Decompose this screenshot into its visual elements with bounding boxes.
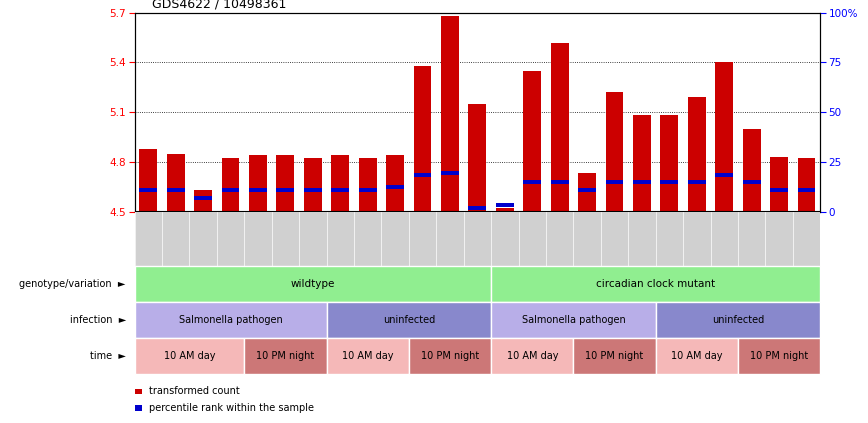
Text: 10 PM night: 10 PM night xyxy=(421,352,479,361)
Text: time  ►: time ► xyxy=(90,352,126,361)
Bar xyxy=(798,159,815,212)
Bar xyxy=(523,180,541,184)
Text: genotype/variation  ►: genotype/variation ► xyxy=(19,280,126,289)
Bar xyxy=(332,155,349,212)
Text: 10 AM day: 10 AM day xyxy=(164,352,215,361)
Text: uninfected: uninfected xyxy=(712,316,764,325)
Bar xyxy=(304,159,322,212)
Text: 10 PM night: 10 PM night xyxy=(256,352,314,361)
Bar xyxy=(551,43,569,212)
Bar xyxy=(798,188,815,192)
Bar xyxy=(633,115,651,212)
Text: Salmonella pathogen: Salmonella pathogen xyxy=(179,316,282,325)
Bar xyxy=(688,180,706,184)
Bar xyxy=(277,188,294,192)
Bar xyxy=(194,196,212,201)
Bar xyxy=(386,184,404,189)
Bar xyxy=(414,66,431,212)
Text: wildtype: wildtype xyxy=(291,280,335,289)
Bar xyxy=(715,173,733,177)
Bar xyxy=(743,129,760,212)
Bar xyxy=(743,180,760,184)
Bar xyxy=(606,180,623,184)
Bar xyxy=(140,188,157,192)
Bar xyxy=(167,188,185,192)
Text: Salmonella pathogen: Salmonella pathogen xyxy=(522,316,625,325)
Text: 10 PM night: 10 PM night xyxy=(750,352,808,361)
Bar xyxy=(688,97,706,212)
Bar xyxy=(770,188,788,192)
Bar xyxy=(386,155,404,212)
Bar xyxy=(661,180,678,184)
Text: GDS4622 / 10498361: GDS4622 / 10498361 xyxy=(152,0,286,11)
Text: transformed count: transformed count xyxy=(149,386,240,396)
Text: 10 AM day: 10 AM day xyxy=(671,352,722,361)
Bar xyxy=(523,71,541,212)
Bar xyxy=(469,206,486,210)
Text: 10 AM day: 10 AM day xyxy=(507,352,558,361)
Bar xyxy=(221,188,240,192)
Bar xyxy=(194,190,212,212)
Text: 10 AM day: 10 AM day xyxy=(342,352,393,361)
Bar xyxy=(167,154,185,212)
Bar xyxy=(578,173,596,212)
Text: percentile rank within the sample: percentile rank within the sample xyxy=(149,403,314,413)
Bar xyxy=(496,208,514,212)
Bar xyxy=(496,203,514,207)
Text: infection  ►: infection ► xyxy=(69,316,126,325)
Bar xyxy=(633,180,651,184)
Bar xyxy=(441,171,459,176)
Bar xyxy=(249,155,266,212)
Bar xyxy=(469,104,486,212)
Bar xyxy=(441,16,459,212)
Bar xyxy=(140,148,157,212)
Bar xyxy=(358,159,377,212)
Bar xyxy=(606,92,623,212)
Bar xyxy=(221,159,240,212)
Bar xyxy=(661,115,678,212)
Bar xyxy=(578,188,596,192)
Bar xyxy=(332,188,349,192)
Bar xyxy=(551,180,569,184)
Bar xyxy=(277,155,294,212)
Bar xyxy=(304,188,322,192)
Text: 10 PM night: 10 PM night xyxy=(585,352,644,361)
Bar xyxy=(770,157,788,212)
Bar xyxy=(715,62,733,212)
Text: circadian clock mutant: circadian clock mutant xyxy=(596,280,715,289)
Bar xyxy=(358,188,377,192)
Bar xyxy=(414,173,431,177)
Bar xyxy=(249,188,266,192)
Text: uninfected: uninfected xyxy=(383,316,435,325)
